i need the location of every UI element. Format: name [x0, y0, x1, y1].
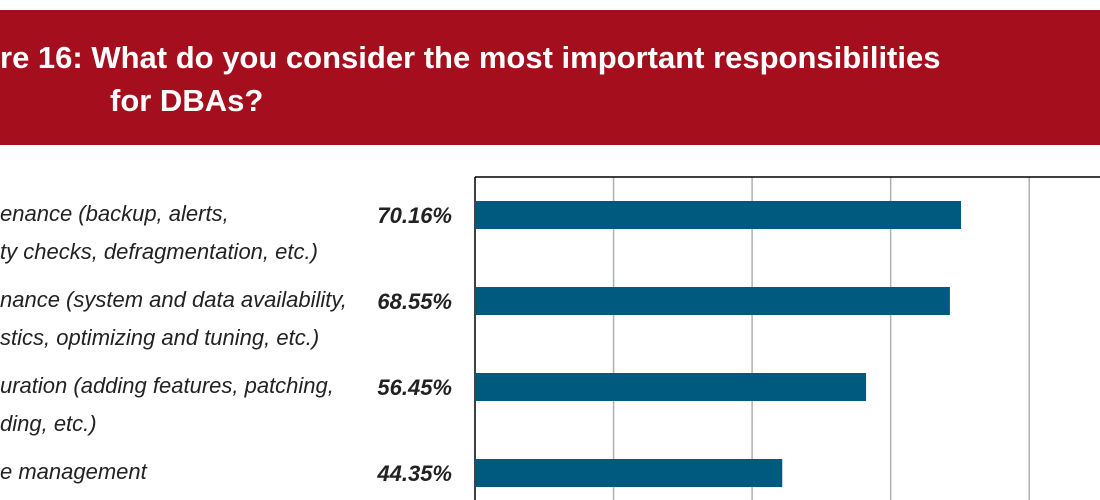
chart-title: for DBAs?: [110, 83, 263, 118]
title-band: [0, 10, 1100, 145]
category-label: e management: [0, 459, 148, 484]
value-label: 44.35%: [376, 461, 452, 486]
value-label: 56.45%: [377, 375, 452, 400]
bar: [475, 373, 867, 401]
bar: [475, 201, 962, 229]
category-label: enance (backup, alerts,: [0, 201, 229, 226]
category-label: stics, optimizing and tuning, etc.): [0, 325, 319, 350]
value-label: 70.16%: [377, 203, 452, 228]
category-label: ty checks, defragmentation, etc.): [0, 239, 318, 264]
category-label: uration (adding features, patching,: [0, 373, 334, 398]
value-label: 68.55%: [377, 289, 452, 314]
bar: [475, 459, 783, 487]
chart-title: re 16: What do you consider the most imp…: [0, 40, 940, 75]
bar: [475, 287, 950, 315]
category-label: nance (system and data availability,: [0, 287, 347, 312]
category-label: ding, etc.): [0, 411, 97, 436]
